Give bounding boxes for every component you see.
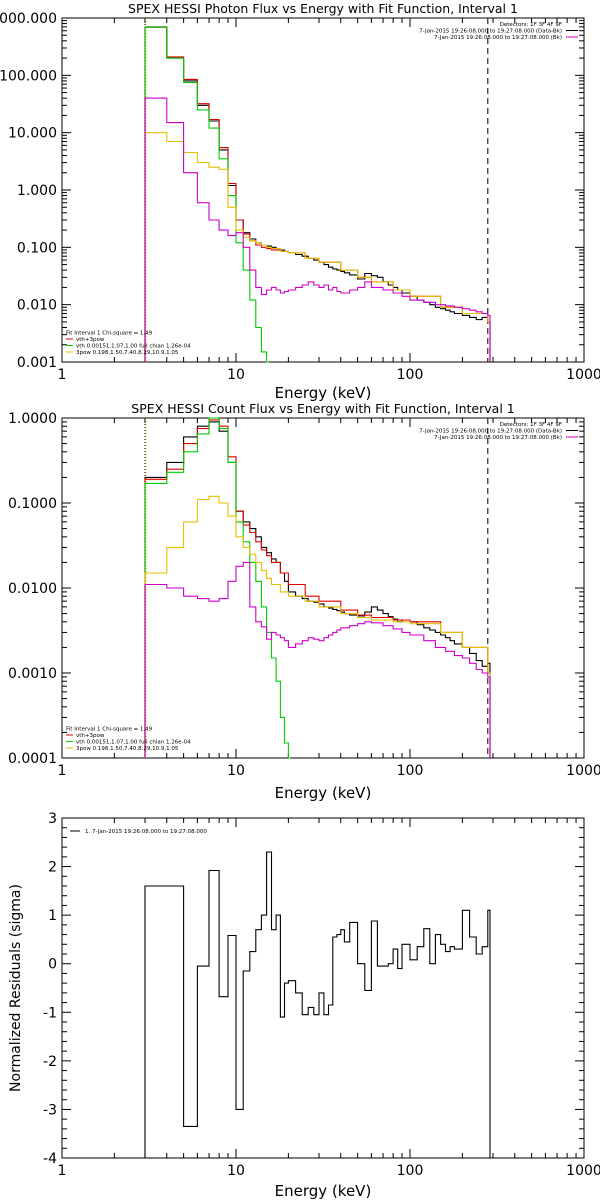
series-step-line-1 (144, 26, 491, 362)
y-tick-label: 0.001 (17, 355, 57, 371)
x-tick-label: 10 (227, 1163, 245, 1179)
y-tick-label: 0.100 (17, 240, 57, 256)
x-axis-title: Energy (keV) (275, 384, 372, 402)
y-tick-label: -3 (43, 1102, 57, 1118)
chart-title: SPEX HESSI Count Flux vs Energy with Fit… (131, 401, 514, 416)
series-step-line-1 (144, 851, 491, 1158)
y-tick-label: 1.0000 (8, 411, 57, 427)
chart-panel-1: SPEX HESSI Photon Flux vs Energy with Fi… (0, 1, 600, 402)
y-tick-label: 0.1000 (8, 496, 57, 512)
legend-entry: vth 0.00151,1.07,1.00 full chian 1.26e-0… (76, 344, 191, 350)
x-tick-label: 1000 (566, 367, 600, 383)
y-tick-label: -2 (43, 1054, 57, 1070)
legend-entry: 7-Jan-2015 19:26:08.000 to 19:27:08.000 … (419, 29, 562, 35)
chart-title: SPEX HESSI Photon Flux vs Energy with Fi… (128, 1, 518, 16)
plot-frame (61, 17, 585, 363)
series-step-line-2 (144, 26, 491, 362)
y-tick-label: 1000.000 (0, 11, 57, 27)
x-tick-label: 1000 (566, 763, 600, 779)
x-tick-label: 100 (397, 1163, 424, 1179)
legend-entry: Detectors: 1F 3F 4F 9F (500, 22, 562, 28)
series-step-line-1 (144, 421, 491, 758)
x-axis-title: Energy (keV) (275, 1182, 372, 1200)
y-axis-title: Normalized Residuals (sigma) (8, 884, 24, 1092)
series-step-line-5 (144, 97, 491, 362)
y-tick-label: 100.000 (0, 68, 57, 84)
x-tick-label: 1 (58, 1163, 67, 1179)
y-tick-label: 0.0100 (8, 581, 57, 597)
legend-entry: 1. 7-Jan-2015 19:26:08.000 to 19:27:08.0… (85, 829, 207, 835)
y-tick-label: 10.000 (8, 126, 57, 142)
series-step-line-5 (144, 561, 491, 758)
legend-entry: 7-Jan-2015 19:26:08.000 to 19:27:08.000 … (434, 435, 562, 441)
plot-frame (61, 817, 585, 1159)
x-tick-label: 100 (397, 367, 424, 383)
y-tick-label: -4 (43, 1151, 57, 1167)
y-tick-label: 0.010 (17, 298, 57, 314)
x-tick-label: 10 (227, 763, 245, 779)
chart-panel-3: 1 10 100 1000 Energy (keV) -4 -3 -2 -1 0 1 2 3 Normal… (8, 811, 600, 1200)
series-step-line-4 (144, 132, 491, 362)
x-tick-label: 1 (58, 367, 67, 383)
series-step-line-3 (144, 26, 269, 363)
y-tick-label: 3 (48, 811, 57, 827)
series-step-line-2 (144, 419, 491, 758)
chart-panel-2: SPEX HESSI Count Flux vs Energy with Fit… (8, 401, 600, 802)
y-tick-label: 0.0001 (8, 751, 57, 767)
legend-entry: 7-Jan-2015 19:26:08.000 to 19:27:08.000 … (419, 429, 562, 435)
y-tick-label: 1 (48, 908, 57, 924)
fit-info-text: Fit Interval 1 Chi-square = 1.49 (66, 331, 153, 337)
x-tick-label: 10 (227, 367, 245, 383)
x-tick-label: 100 (397, 763, 424, 779)
legend-entry: Detectors: 1F 3F 4F 9F (500, 422, 562, 428)
x-axis-title: Energy (keV) (275, 784, 372, 802)
y-tick-label: -1 (43, 1005, 57, 1021)
x-tick-label: 1 (58, 763, 67, 779)
y-tick-label: 0.0010 (8, 666, 57, 682)
y-tick-label: 1.000 (17, 183, 57, 199)
legend-entry: vth 0.00151,1.07,1.00 full chian 1.26e-0… (76, 740, 191, 746)
y-tick-label: 2 (48, 860, 57, 876)
y-tick-label: 0 (48, 957, 57, 973)
series-step-line-3 (144, 417, 291, 759)
legend-entry: vth+3pow (76, 337, 105, 343)
legend-entry: 7-Jan-2015 19:26:08.000 to 19:27:08.000 … (434, 35, 562, 41)
x-tick-label: 1000 (566, 1163, 600, 1179)
legend-entry: vth+3pow (76, 733, 105, 739)
fit-info-text: Fit Interval 1 Chi-square = 1.49 (66, 727, 153, 733)
series-step-line-4 (144, 495, 491, 758)
legend-entry: 3pow 0.198,1.50,7.40,8.29,10.9,1.05 (76, 350, 179, 356)
plot-frame (61, 417, 585, 759)
legend-entry: 3pow 0.198,1.50,7.40,8.29,10.9,1.05 (76, 746, 179, 752)
